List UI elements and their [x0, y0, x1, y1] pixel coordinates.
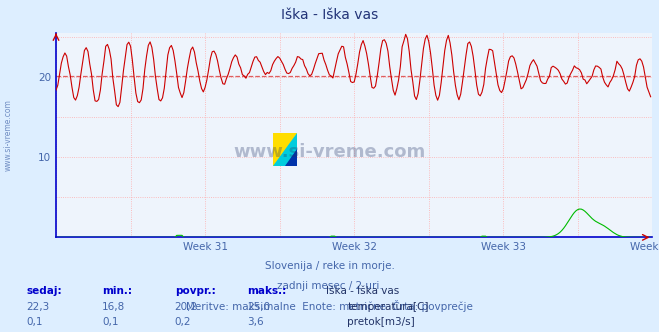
Text: min.:: min.: — [102, 286, 132, 296]
Text: 3,6: 3,6 — [247, 317, 264, 327]
Text: www.si-vreme.com: www.si-vreme.com — [3, 99, 13, 171]
Text: zadnji mesec / 2 uri.: zadnji mesec / 2 uri. — [277, 281, 382, 290]
Polygon shape — [273, 133, 297, 166]
Text: Iška - Iška vas: Iška - Iška vas — [326, 286, 399, 296]
Text: 16,8: 16,8 — [102, 302, 125, 312]
Text: 25,0: 25,0 — [247, 302, 270, 312]
Text: 22,3: 22,3 — [26, 302, 49, 312]
Text: Slovenija / reke in morje.: Slovenija / reke in morje. — [264, 261, 395, 271]
Text: Iška - Iška vas: Iška - Iška vas — [281, 8, 378, 22]
Text: www.si-vreme.com: www.si-vreme.com — [233, 143, 426, 161]
Text: 0,1: 0,1 — [26, 317, 43, 327]
Text: povpr.:: povpr.: — [175, 286, 215, 296]
Text: 0,1: 0,1 — [102, 317, 119, 327]
Text: Meritve: maksimalne  Enote: metrične  Črta: povprečje: Meritve: maksimalne Enote: metrične Črta… — [186, 300, 473, 312]
Text: 0,2: 0,2 — [175, 317, 191, 327]
Text: temperatura[C]: temperatura[C] — [347, 302, 429, 312]
Text: maks.:: maks.: — [247, 286, 287, 296]
Text: 20,2: 20,2 — [175, 302, 198, 312]
Polygon shape — [285, 149, 297, 166]
Text: pretok[m3/s]: pretok[m3/s] — [347, 317, 415, 327]
Text: sedaj:: sedaj: — [26, 286, 62, 296]
Polygon shape — [273, 133, 297, 166]
